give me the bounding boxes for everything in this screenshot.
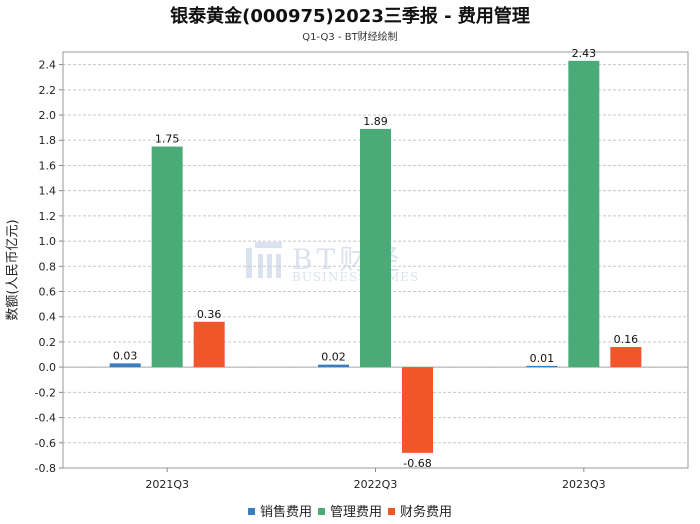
bar-2022Q3-财务费用: [402, 367, 433, 453]
x-tick-label: 2022Q3: [354, 478, 398, 491]
value-label: 0.02: [321, 351, 346, 364]
legend-item: 销售费用: [247, 501, 312, 520]
x-tick-label: 2023Q3: [562, 478, 606, 491]
y-tick-label: 0.6: [39, 286, 57, 299]
legend-label: 财务费用: [400, 505, 453, 520]
bar-2022Q3-销售费用: [318, 364, 349, 368]
value-label: 1.89: [363, 115, 388, 128]
y-tick-label: -0.2: [35, 386, 56, 399]
legend-swatch: [388, 508, 395, 515]
legend-swatch: [247, 508, 255, 515]
legend-item: 财务费用: [388, 501, 452, 520]
bar-2022Q3-管理费用: [360, 128, 391, 368]
chart-subtitle: Q1-Q3 - BT财经绘制: [302, 32, 398, 43]
y-tick-label: 1.2: [39, 210, 57, 223]
bar-2021Q3-销售费用: [109, 363, 141, 368]
y-tick-label: -0.6: [35, 437, 56, 450]
bar-2021Q3-管理费用: [151, 146, 183, 368]
y-tick-label: 0.8: [39, 260, 57, 273]
bar-2021Q3-财务费用: [193, 321, 225, 368]
y-tick-label: 2.0: [39, 109, 57, 122]
y-tick-label: -0.8: [35, 462, 56, 475]
value-label: 2.43: [572, 47, 597, 60]
value-label: 1.75: [155, 133, 180, 146]
bar-2023Q3-财务费用: [610, 346, 642, 368]
chart-title: 银泰黄金(000975)2023三季报 - 费用管理: [170, 6, 530, 27]
bar-2023Q3-管理费用: [568, 60, 600, 368]
x-tick-label: 2021Q3: [145, 478, 189, 491]
y-tick-label: -0.4: [35, 412, 56, 425]
y-tick-label: 2.4: [39, 59, 57, 72]
value-label: 0.36: [197, 308, 222, 321]
bar-2023Q3-销售费用: [526, 365, 558, 368]
value-label: 0.03: [113, 349, 138, 362]
legend: 销售费用 管理费用 财务费用: [0, 501, 700, 520]
legend-label: 管理费用: [329, 505, 382, 520]
value-label: 0.16: [614, 333, 639, 346]
value-label: -0.68: [403, 457, 431, 470]
value-label: 0.01: [530, 352, 555, 365]
y-tick-label: 2.2: [39, 84, 57, 97]
bars: [109, 60, 642, 453]
legend-item: 管理费用: [317, 501, 382, 520]
y-tick-label: 0.4: [39, 311, 57, 324]
y-tick-label: 0.0: [39, 361, 57, 374]
legend-label: 销售费用: [259, 505, 312, 520]
tick-labels: -0.8 -0.6 -0.4 -0.2 0.0 0.2 0.4 0.6 0.8 1.0 1.2 1.4…: [35, 59, 606, 491]
legend-swatch: [317, 508, 325, 515]
y-tick-label: 1.8: [39, 134, 57, 147]
axes: [59, 51, 689, 472]
y-tick-label: 0.2: [39, 336, 57, 349]
y-tick-label: 1.0: [39, 235, 57, 248]
y-tick-label: 1.6: [39, 159, 57, 172]
y-tick-label: 1.4: [39, 185, 57, 198]
value-labels: 0.03 1.75 0.36 0.02 1.89 -0.68 0.01 2.43 0.16: [113, 47, 638, 470]
